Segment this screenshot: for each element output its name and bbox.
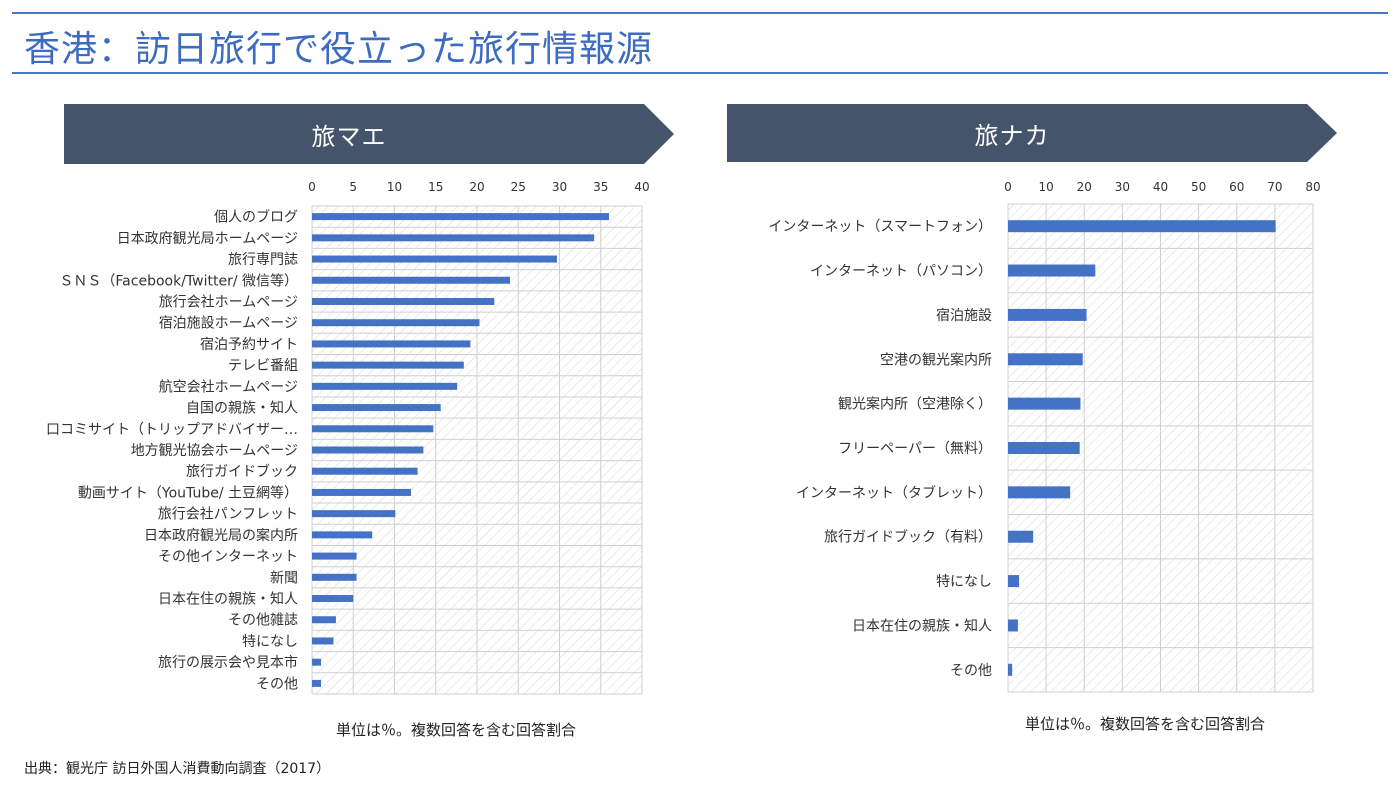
category-label: 宿泊施設ホームページ [159,315,298,332]
category-label: 旅行会社ホームページ [159,294,298,310]
x-tick-label: 35 [593,180,608,194]
category-label: 航空会社ホームページ [159,379,298,395]
category-label: ＳＮＳ（Facebook/Twitter/ 微信等） [59,272,298,289]
bar [312,361,464,369]
category-label: 日本政府観光局の案内所 [144,527,298,544]
title-underline [12,72,1388,74]
category-label: 日本在住の親族・知人 [158,591,298,608]
bar [312,637,334,645]
category-label: 日本在住の親族・知人 [852,617,992,634]
bar [1008,220,1276,233]
x-tick-label: 10 [387,180,402,194]
category-label: フリーペーパー（無料） [838,441,992,457]
category-label: 旅行会社パンフレット [158,507,298,523]
category-label: 観光案内所（空港除く） [838,396,992,413]
page-title: 香港：訪日旅行で役立った旅行情報源 [24,29,654,70]
x-tick-label: 10 [1038,180,1053,194]
category-label: 旅行の展示会や見本市 [158,654,298,671]
x-tick-label: 20 [1077,180,1092,194]
bar [312,404,441,412]
bar [312,679,322,687]
category-label: 旅行ガイドブック [186,463,298,480]
bar [312,616,336,624]
bar [312,234,595,242]
banner-arrow-shape [727,104,1337,162]
category-label: 宿泊施設 [936,307,992,324]
category-label: 個人のブログ [214,209,298,226]
unit-note-before-trip: 単位は％。複数回答を含む回答割合 [336,721,577,739]
bar [312,213,609,221]
bar [312,425,434,433]
x-tick-label: 70 [1267,180,1282,194]
x-tick-label: 40 [634,180,649,194]
x-tick-label: 50 [1191,180,1206,194]
category-label: 特になし [242,634,298,650]
bar [312,552,357,560]
bar [1008,486,1071,499]
x-tick-label: 0 [1004,180,1012,194]
bar [312,319,480,327]
x-tick-label: 20 [469,180,484,194]
category-label: 空港の観光案内所 [880,351,992,368]
bar [312,595,354,603]
category-label: 地方観光協会ホームページ [131,442,298,459]
x-tick-label: 60 [1229,180,1244,194]
category-label: その他インターネット [158,549,298,565]
category-label: 特になし [936,574,992,590]
banner-before-trip: 旅マエ [64,104,674,164]
bar [312,382,458,390]
bar [312,531,373,539]
bar [312,658,322,666]
x-tick-label: 40 [1153,180,1168,194]
category-label: テレビ番組 [228,358,298,374]
bar [312,340,471,348]
bar [312,297,495,305]
bar [1008,530,1034,543]
banner-during-trip: 旅ナカ [727,104,1337,162]
bar [312,276,510,284]
bar [1008,264,1096,277]
unit-note-during-trip: 単位は％。複数回答を含む回答割合 [1025,715,1266,733]
x-tick-label: 0 [308,180,316,194]
banner-arrow-shape [64,104,674,164]
x-tick-label: 5 [349,180,357,194]
category-label: その他雑誌 [228,613,298,629]
category-label: 旅行ガイドブック（有料） [824,529,992,546]
category-label: 旅行専門誌 [228,252,298,268]
bar [1008,442,1080,454]
top-rule [12,12,1388,14]
category-label: その他 [256,676,298,692]
category-label: インターネット（パソコン） [810,264,992,280]
category-label: 口コミサイト（トリップアドバイザー… [46,422,298,438]
category-label: 宿泊予約サイト [200,336,298,353]
source-citation: 出典：観光庁 訪日外国人消費動向調査（2017） [24,761,331,777]
bar [312,255,558,263]
category-label: 新聞 [270,570,298,586]
bar [1008,575,1020,588]
x-tick-label: 30 [552,180,567,194]
bar [1008,353,1083,366]
bar [1008,397,1081,410]
banner-label: 旅ナカ [974,121,1050,150]
category-label: インターネット（スマートフォン） [768,219,992,235]
bar [312,488,411,496]
category-label: インターネット（タブレット） [796,484,992,501]
bar [1008,619,1018,632]
category-label: 自国の親族・知人 [186,400,298,417]
banner-label: 旅マエ [311,122,387,151]
category-label: 日本政府観光局ホームページ [117,230,298,247]
x-tick-label: 25 [511,180,526,194]
bar [1008,308,1087,321]
x-tick-label: 30 [1115,180,1130,194]
bar [312,573,357,581]
bar [312,467,418,475]
x-tick-label: 15 [428,180,443,194]
bar [312,510,396,518]
bar [1008,663,1013,676]
x-tick-label: 80 [1305,180,1320,194]
category-label: その他 [950,663,992,679]
bar [312,446,424,454]
category-label: 動画サイト（YouTube/ 土豆網等） [78,484,298,501]
